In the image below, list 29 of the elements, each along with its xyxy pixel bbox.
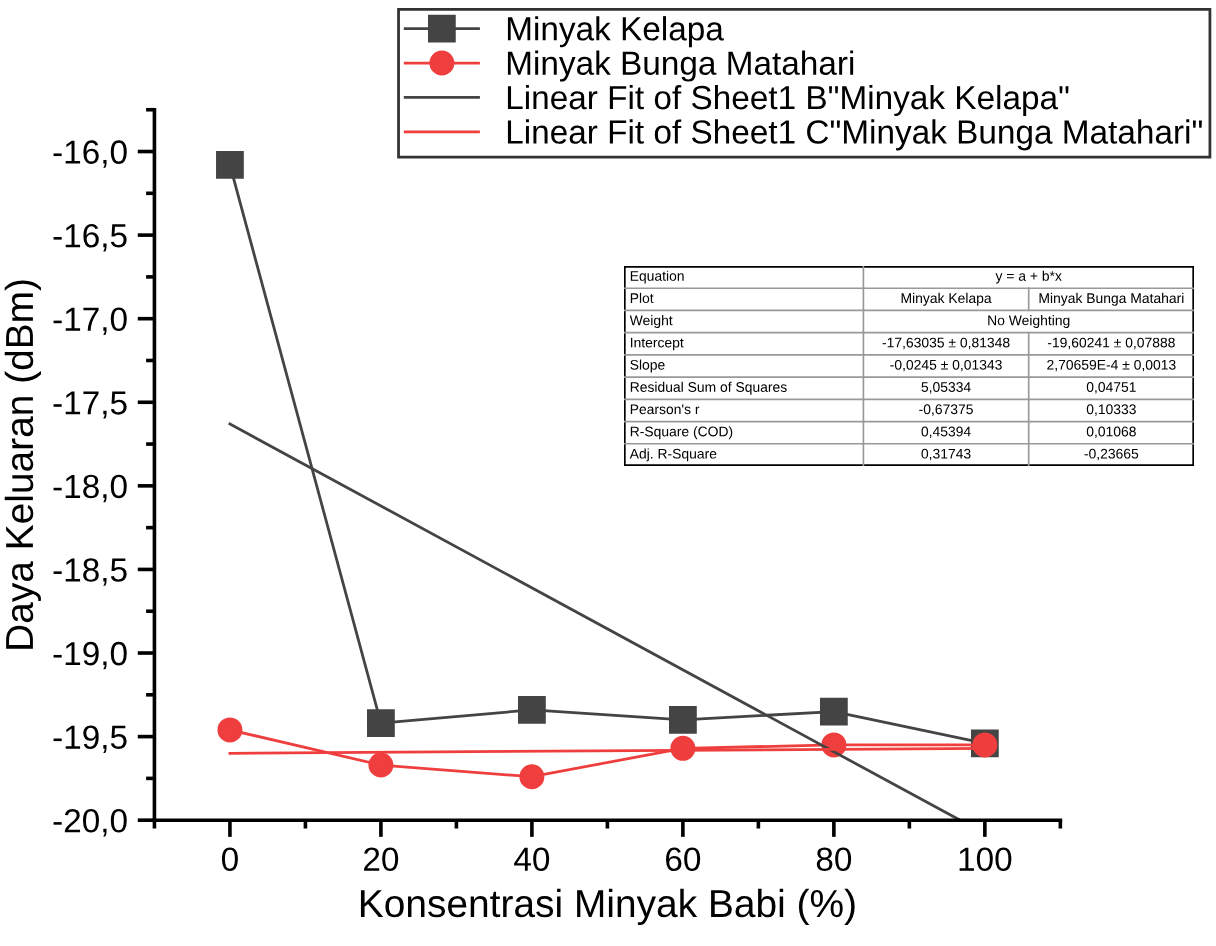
y-tick-label: -17,0: [53, 307, 127, 336]
point: [519, 764, 545, 790]
point: [819, 697, 848, 726]
point: [368, 752, 394, 778]
x-tick-label: 20: [364, 847, 399, 872]
x-tick-label: 0: [221, 847, 238, 872]
point: [217, 717, 243, 743]
legend-label: Linear Fit of Sheet1 C"Minyak Bunga Matahari": [507, 119, 1202, 151]
legend-label: Minyak Bunga Matahari: [507, 50, 854, 82]
y-tick-label: -19,0: [53, 641, 127, 670]
point: [669, 705, 697, 734]
y-tick-label: -20,0: [53, 808, 127, 837]
y-tick-label: -18,0: [53, 474, 127, 503]
point: [367, 709, 395, 738]
point: [216, 151, 244, 179]
x-tick-label: 40: [514, 847, 550, 872]
y-tick-label: -16,0: [53, 140, 127, 168]
y-tick-label: -18,5: [53, 558, 127, 586]
y-tick-label: -16,5: [53, 223, 127, 252]
x-tick-label: 80: [816, 847, 852, 872]
y-tick-label: -17,5: [53, 391, 127, 419]
x-axis-title: Konsentrasi Minyak Babi (%): [360, 888, 855, 926]
y-tick-label: -19,5: [53, 725, 127, 753]
legend-label: Minyak Kelapa: [507, 16, 724, 48]
point: [518, 695, 546, 724]
x-tick-label: 100: [959, 847, 1012, 872]
legend-label: Linear Fit of Sheet1 B"Minyak Kelapa": [507, 84, 1069, 117]
x-tick-label: 60: [666, 847, 701, 872]
y-axis-title: Daya Keluaran (dBm): [4, 280, 41, 649]
